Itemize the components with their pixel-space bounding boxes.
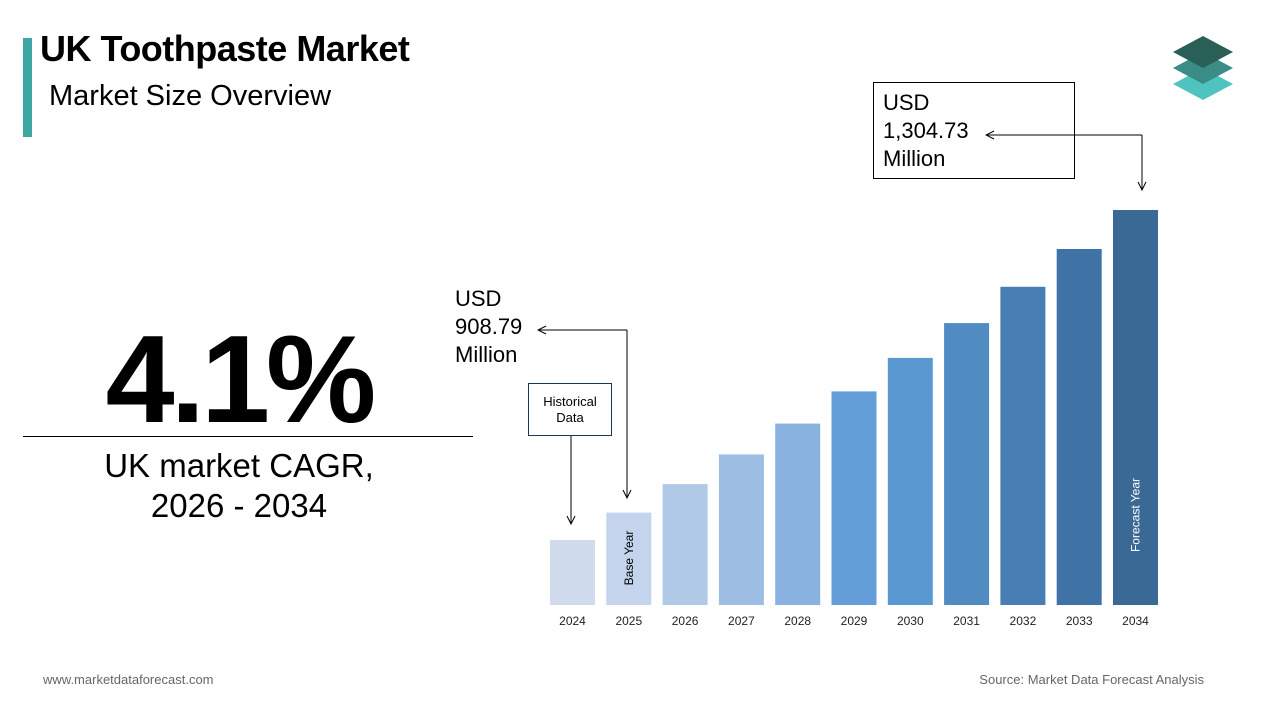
cagr-label-line2: 2026 - 2034 bbox=[150, 487, 328, 524]
end-callout-line1: USD bbox=[883, 90, 930, 115]
historical-data-box: Historical Data bbox=[528, 383, 612, 436]
start-callout-line3: Million bbox=[455, 342, 518, 367]
bar-2029 bbox=[831, 391, 877, 605]
bar-2025 bbox=[606, 512, 652, 605]
end-callout-line3: Million bbox=[883, 146, 946, 171]
x-tick-label-2029: 2029 bbox=[841, 614, 868, 628]
bar-2024 bbox=[550, 540, 595, 605]
bar-2031 bbox=[944, 323, 990, 605]
cagr-label-line1: UK market CAGR, bbox=[104, 447, 374, 484]
start-value-callout: USD 908.79 Million bbox=[455, 285, 522, 369]
end-value-callout: USD 1,304.73 Million bbox=[873, 82, 1075, 179]
bar-2032 bbox=[1000, 286, 1046, 605]
footer-website: www.marketdataforecast.com bbox=[43, 672, 214, 687]
x-tick-label-2030: 2030 bbox=[897, 614, 924, 628]
x-tick-label-2026: 2026 bbox=[672, 614, 699, 628]
title-accent-bar bbox=[23, 38, 32, 137]
bar-label-2025: Base Year bbox=[622, 531, 636, 586]
historical-line2: Data bbox=[556, 410, 584, 425]
x-tick-label-2025: 2025 bbox=[615, 614, 642, 628]
bar-2026 bbox=[662, 484, 708, 605]
x-tick-label-2031: 2031 bbox=[953, 614, 980, 628]
cagr-label: UK market CAGR, 2026 - 2034 bbox=[23, 446, 455, 526]
page-subtitle: Market Size Overview bbox=[49, 80, 332, 112]
company-logo-icon bbox=[1173, 36, 1233, 100]
x-tick-label-2034: 2034 bbox=[1122, 614, 1149, 628]
page-title: UK Toothpaste Market bbox=[40, 28, 410, 69]
x-tick-label-2028: 2028 bbox=[784, 614, 811, 628]
bar-2033 bbox=[1056, 249, 1102, 605]
x-tick-label-2024: 2024 bbox=[559, 614, 586, 628]
cagr-value: 4.1% bbox=[105, 311, 377, 449]
x-tick-label-2032: 2032 bbox=[1010, 614, 1037, 628]
kpi-divider bbox=[23, 436, 473, 437]
end-callout-line2: 1,304.73 bbox=[883, 118, 969, 143]
bar-label-2034: Forecast Year bbox=[1129, 478, 1143, 552]
x-tick-label-2027: 2027 bbox=[728, 614, 755, 628]
historical-line1: Historical bbox=[543, 394, 597, 409]
bar-2034 bbox=[1113, 210, 1158, 605]
bar-2030 bbox=[887, 357, 933, 605]
start-callout-line1: USD bbox=[455, 286, 502, 311]
start-callout-line2: 908.79 bbox=[455, 314, 523, 339]
x-tick-label-2033: 2033 bbox=[1066, 614, 1093, 628]
bar-2027 bbox=[718, 454, 764, 605]
footer-source: Source: Market Data Forecast Analysis bbox=[979, 672, 1204, 687]
bar-2028 bbox=[775, 423, 821, 605]
